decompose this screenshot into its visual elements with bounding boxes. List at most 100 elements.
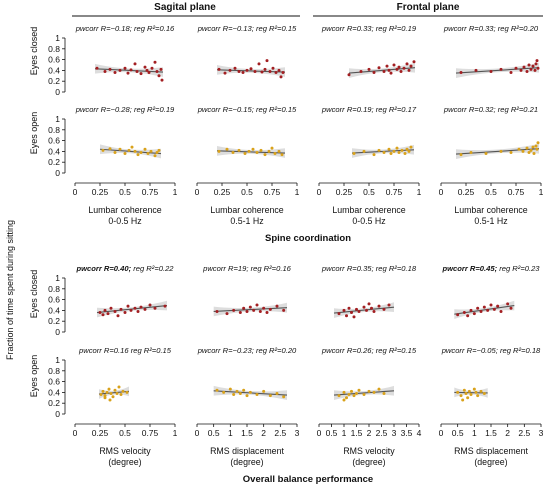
data-point (118, 68, 122, 72)
regression-line (96, 304, 168, 314)
x-tick-label: 2 (505, 428, 510, 438)
data-point (143, 147, 147, 151)
x-tick-label: 0 (73, 187, 78, 197)
data-point (482, 391, 486, 395)
data-point (279, 75, 283, 79)
data-point (280, 153, 284, 157)
data-point (522, 65, 526, 69)
data-point (377, 148, 381, 152)
data-point (399, 69, 403, 73)
data-point (101, 313, 105, 317)
x-tick-label: 0.5 (326, 428, 338, 438)
x-tick-label: 0 (73, 428, 78, 438)
x-tick-label: 3 (392, 428, 397, 438)
data-point (136, 153, 140, 157)
data-point (367, 302, 371, 306)
column-header-sagital: Sagital plane (154, 2, 216, 13)
stats-annotation: pwcorr R=0.35; reg R²=0.18 (321, 264, 417, 273)
data-point (469, 308, 473, 312)
data-point (407, 149, 411, 153)
data-point (521, 149, 525, 153)
data-point (242, 388, 246, 392)
data-point (268, 69, 272, 73)
x-tick-label: 0.5 (119, 187, 131, 197)
data-point (472, 387, 476, 391)
data-point (105, 390, 109, 394)
data-point (111, 395, 115, 399)
x-axis-label: (degree) (108, 457, 141, 467)
regression-line (454, 391, 488, 394)
data-point (217, 67, 221, 71)
data-point (103, 69, 107, 73)
reg-label: reg R²=0.15 (374, 346, 417, 355)
data-point (95, 66, 99, 70)
data-point (130, 145, 134, 149)
x-tick-label: 0.75 (142, 428, 159, 438)
x-tick-label: 3 (539, 428, 544, 438)
data-point (270, 146, 274, 150)
reg-label: reg R²=0.19 (132, 105, 175, 114)
data-point (157, 148, 161, 152)
y-tick-label: 0.4 (48, 65, 60, 75)
data-point (345, 314, 348, 318)
scatter-panel: pwcorr R=0.32; reg R²=0.21 0 0.25 0.5 0.75 1 L… (439, 105, 544, 226)
data-point (377, 387, 381, 391)
data-point (489, 303, 493, 307)
x-axis-label: 0.5-1 Hz (230, 216, 263, 226)
data-point (123, 311, 127, 315)
y-tick-label: 0 (55, 87, 60, 97)
regression-line (216, 69, 286, 73)
x-tick-label: 0 (439, 187, 444, 197)
data-point (150, 66, 154, 70)
data-point (99, 393, 103, 397)
data-point (405, 62, 409, 66)
data-point (241, 71, 245, 75)
scatter-panel: pwcorr R=−0.23; reg R²=0.20 0 0.5 1 1.5 2 2.5 3… (195, 346, 300, 467)
x-tick-label: 0 (195, 428, 200, 438)
data-point (118, 147, 122, 151)
data-point (536, 141, 540, 145)
y-tick-label: 0 (55, 409, 60, 419)
data-point (253, 69, 257, 73)
data-point (357, 388, 361, 392)
y-tick-label: 0.6 (48, 295, 60, 305)
y-tick-label: 0.6 (48, 136, 60, 146)
data-point (456, 313, 460, 317)
data-point (462, 311, 466, 315)
data-point (109, 306, 113, 310)
x-tick-label: 0.75 (508, 187, 525, 197)
data-point (271, 66, 275, 70)
data-point (263, 67, 267, 71)
data-point (106, 312, 110, 316)
regression-line (213, 307, 288, 313)
y-tick-label: 1 (55, 355, 60, 365)
data-point (103, 308, 107, 312)
x-tick-label: 0.75 (264, 187, 281, 197)
data-point (456, 390, 460, 394)
data-point (263, 153, 267, 157)
data-point (402, 66, 406, 70)
x-tick-label: 0.25 (92, 187, 109, 197)
scatter-panel: pwcorr R=−0.15; reg R²=0.15 0 0.25 0.5 0.75 1… (195, 105, 300, 226)
scatter-panel: pwcorr R=0.40; reg R²=0.22 00.20.40.60.81 (48, 264, 174, 337)
reg-label: reg R²=0.17 (374, 105, 417, 114)
data-point (345, 396, 348, 400)
data-point (337, 312, 341, 316)
data-point (352, 315, 356, 319)
data-point (499, 149, 503, 153)
data-point (98, 311, 102, 315)
y-tick-label: 1 (55, 114, 60, 124)
section-label-spine: Spine coordination (265, 233, 351, 244)
data-point (499, 309, 503, 313)
y-tick-label: 0.8 (48, 44, 60, 54)
data-point (251, 147, 255, 151)
data-point (509, 306, 513, 310)
x-tick-label: 0.5 (452, 428, 464, 438)
stats-annotation: pwcorr R=−0.18; reg R²=0.16 (75, 24, 175, 33)
x-axis-label: 0.5-1 Hz (474, 216, 507, 226)
scatter-panel: pwcorr R=0.19; reg R²=0.17 0 0.25 0.5 0.75 1 L… (317, 105, 422, 226)
data-point (262, 306, 266, 310)
data-point (362, 393, 366, 397)
data-point (479, 309, 483, 313)
